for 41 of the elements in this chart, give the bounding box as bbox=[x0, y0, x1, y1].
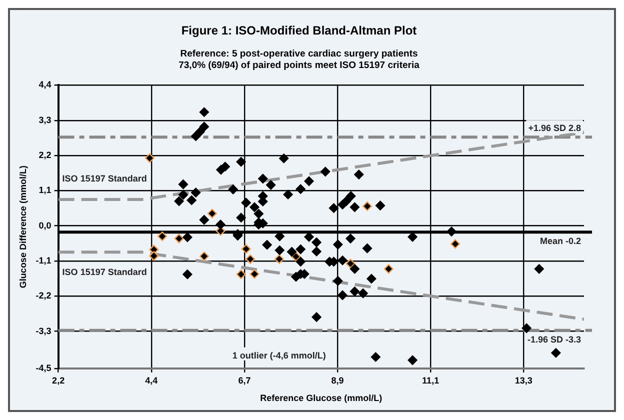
y-tick-label: 2,2 bbox=[38, 150, 52, 160]
point bbox=[157, 232, 168, 242]
y-tick-label: -4,5 bbox=[36, 362, 52, 373]
point bbox=[250, 269, 260, 279]
series-label: ISO 15197 Standard bbox=[62, 174, 147, 184]
point bbox=[241, 244, 251, 254]
x-tick-label: 11,1 bbox=[422, 375, 440, 386]
point bbox=[274, 254, 284, 264]
y-tick-label: 3,3 bbox=[38, 114, 52, 125]
x-tick-label: 6,7 bbox=[238, 375, 251, 386]
y-tick-label: 0,0 bbox=[38, 220, 52, 230]
point bbox=[207, 208, 217, 218]
y-tick-label: 4,4 bbox=[38, 80, 52, 90]
y-tick-label: -2,2 bbox=[36, 290, 52, 301]
point bbox=[384, 264, 394, 274]
x-tick-label: 8,9 bbox=[331, 375, 344, 386]
series-label: ISO 15197 Standard bbox=[62, 267, 147, 278]
y-tick-label: 1,1 bbox=[38, 185, 52, 196]
point bbox=[246, 254, 256, 264]
point bbox=[346, 258, 356, 268]
x-tick-label: 4,4 bbox=[145, 375, 158, 386]
point bbox=[199, 251, 209, 262]
y-tick-label: -1,1 bbox=[36, 255, 52, 266]
point bbox=[450, 239, 460, 249]
chart-title: Figure 1: ISO-Modified Bland-Altman Plot bbox=[181, 24, 417, 38]
x-tick-label: 13,3 bbox=[514, 375, 532, 386]
point bbox=[362, 201, 372, 212]
annotation: 1 outlier (-4,6 mmol/L) bbox=[232, 350, 326, 360]
y-tick-label: -3,3 bbox=[36, 326, 52, 336]
point bbox=[216, 226, 226, 236]
x-tick-label: 2,2 bbox=[52, 375, 65, 386]
point bbox=[149, 251, 159, 261]
ref-line-label: Mean -0.2 bbox=[540, 236, 581, 246]
point bbox=[174, 234, 184, 244]
ref-line-label: +1.96 SD 2.8 bbox=[528, 123, 581, 134]
point bbox=[144, 153, 154, 163]
chart-subtitle: Reference: 5 post-operative cardiac surgery patients 73,0% (69/94) of paired points meet ISO 15197 criteria bbox=[178, 48, 420, 72]
ref-line-label: -1.96 SD -3.3 bbox=[527, 334, 581, 344]
point bbox=[236, 270, 246, 280]
y-axis-title: Glucose Difference (mmol/L) bbox=[18, 166, 28, 288]
x-axis-title: Reference Glucose (mmol/L) bbox=[260, 393, 382, 404]
